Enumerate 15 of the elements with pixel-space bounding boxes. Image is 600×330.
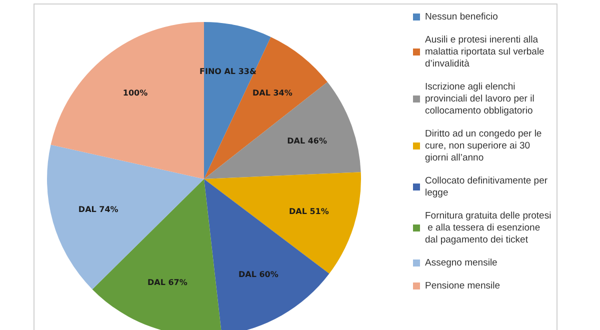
legend-label: Iscrizione agli elenchi provinciali del lavoro per il collocamento obbligatorio [425, 82, 537, 116]
text: DAL 74% [78, 204, 118, 214]
legend-label: Fornitura gratuita delle protesi e alla tessera di esenzione dal pagamento dei ticket [425, 210, 552, 246]
legend-label: Collocato definitivamente per legge [425, 176, 550, 198]
legend-label: Diritto ad un congedo per le cure, non superiore ai 30 giorni all’anno [425, 128, 544, 164]
legend-label: Ausili e protesi inerenti alla malattia riportata sul verbale d’invalidità [425, 34, 547, 70]
text: DAL 67% [147, 278, 188, 288]
text: DAL 46% [287, 136, 327, 146]
legend-label: Nessun beneficio [425, 12, 498, 22]
legend-label: Assegno mensile [425, 258, 498, 268]
text: DAL 34% [252, 88, 292, 98]
text: DAL 51% [289, 207, 329, 216]
text: DAL 60% [238, 270, 278, 279]
legend-label: Pensione mensile [425, 280, 500, 292]
text: 100% [122, 88, 148, 98]
